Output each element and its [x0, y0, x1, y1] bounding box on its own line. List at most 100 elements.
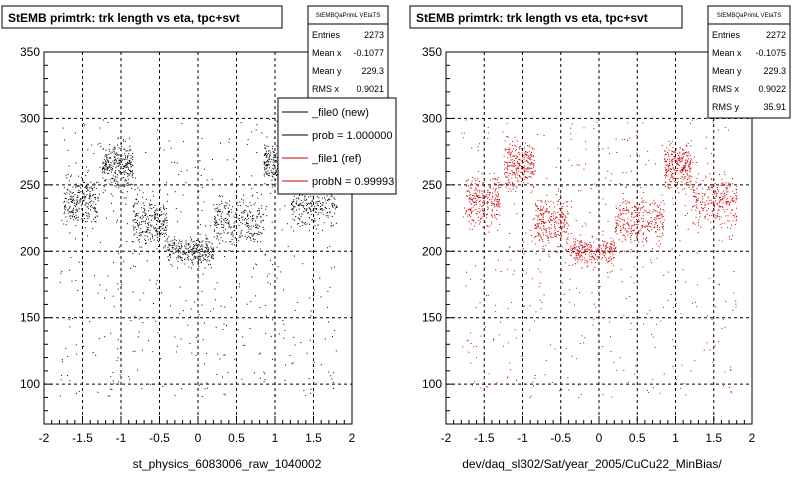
scatter-point [63, 213, 65, 214]
scatter-point [110, 376, 112, 378]
scatter-point [247, 217, 249, 219]
scatter-point [518, 151, 520, 153]
scatter-point [326, 247, 328, 249]
scatter-point [609, 251, 611, 253]
scatter-point [667, 300, 669, 302]
scatter-point [726, 187, 728, 188]
scatter-point [266, 275, 268, 277]
scatter-point [575, 246, 577, 248]
scatter-point [121, 284, 122, 286]
scatter-point [630, 276, 632, 278]
scatter-point [550, 234, 552, 236]
scatter-point [708, 199, 710, 201]
scatter-point [234, 237, 236, 239]
scatter-point [483, 182, 485, 184]
scatter-point [534, 218, 536, 219]
scatter-point [653, 200, 655, 202]
scatter-point [189, 246, 191, 248]
scatter-point [655, 210, 657, 212]
scatter-point [503, 164, 505, 166]
scatter-point [325, 215, 327, 217]
scatter-point [672, 140, 674, 142]
scatter-point [77, 186, 79, 187]
scatter-point [113, 261, 115, 263]
scatter-point [511, 170, 513, 172]
scatter-point [510, 159, 512, 161]
scatter-point [68, 202, 70, 204]
scatter-point [491, 215, 493, 217]
scatter-point [185, 242, 187, 244]
scatter-point [201, 254, 203, 256]
scatter-point [650, 203, 652, 205]
scatter-point [71, 198, 73, 200]
scatter-point [160, 233, 162, 235]
scatter-point [726, 191, 728, 193]
scatter-point [317, 224, 319, 226]
scatter-point [707, 197, 709, 199]
scatter-point [643, 323, 645, 325]
scatter-point [523, 147, 525, 149]
scatter-point [553, 211, 555, 212]
scatter-point [225, 201, 227, 203]
scatter-point [124, 153, 126, 155]
scatter-point [292, 218, 294, 220]
scatter-point [122, 185, 124, 187]
scatter-point [224, 217, 226, 219]
scatter-point [128, 160, 130, 162]
scatter-point [293, 195, 295, 197]
scatter-point [132, 351, 134, 353]
scatter-point [533, 166, 534, 168]
scatter-point [658, 245, 660, 247]
scatter-point [229, 211, 230, 213]
scatter-point [525, 176, 527, 177]
scatter-point [638, 155, 640, 157]
scatter-point [310, 392, 312, 394]
scatter-point [677, 225, 678, 226]
scatter-point [207, 251, 209, 253]
scatter-point [635, 232, 637, 234]
scatter-point [213, 236, 215, 238]
scatter-point [251, 218, 253, 219]
scatter-point [507, 152, 509, 154]
scatter-point [262, 219, 264, 221]
scatter-point [155, 209, 157, 211]
scatter-point [566, 223, 568, 225]
scatter-point [711, 319, 713, 320]
scatter-point [630, 219, 632, 221]
scatter-point [525, 177, 527, 179]
scatter-point [591, 249, 593, 251]
scatter-point [665, 153, 667, 155]
scatter-point [648, 391, 650, 393]
scatter-point [554, 235, 555, 237]
scatter-point [223, 207, 225, 209]
scatter-point [550, 224, 552, 226]
scatter-point [102, 192, 104, 194]
scatter-point [109, 179, 111, 181]
scatter-point [731, 183, 733, 185]
stats-label: RMS x [312, 84, 340, 94]
scatter-point [114, 176, 116, 178]
scatter-point [513, 155, 515, 157]
scatter-point [531, 147, 533, 148]
scatter-point [633, 229, 635, 231]
scatter-point [139, 299, 141, 301]
scatter-point [623, 212, 625, 214]
scatter-point [228, 220, 230, 222]
scatter-point [575, 316, 577, 318]
scatter-point [329, 212, 331, 213]
scatter-point [615, 246, 617, 248]
stats-label: Mean x [712, 48, 742, 58]
scatter-point [71, 215, 73, 217]
scatter-point [171, 251, 173, 252]
scatter-point [532, 156, 534, 158]
scatter-point [210, 255, 212, 257]
scatter-point [540, 271, 542, 273]
scatter-point [589, 247, 591, 249]
scatter-point [236, 225, 237, 227]
scatter-point [188, 248, 190, 250]
scatter-point [241, 216, 243, 218]
scatter-point [707, 219, 709, 221]
scatter-point [269, 158, 271, 160]
scatter-point [252, 215, 253, 217]
scatter-point [610, 259, 612, 261]
